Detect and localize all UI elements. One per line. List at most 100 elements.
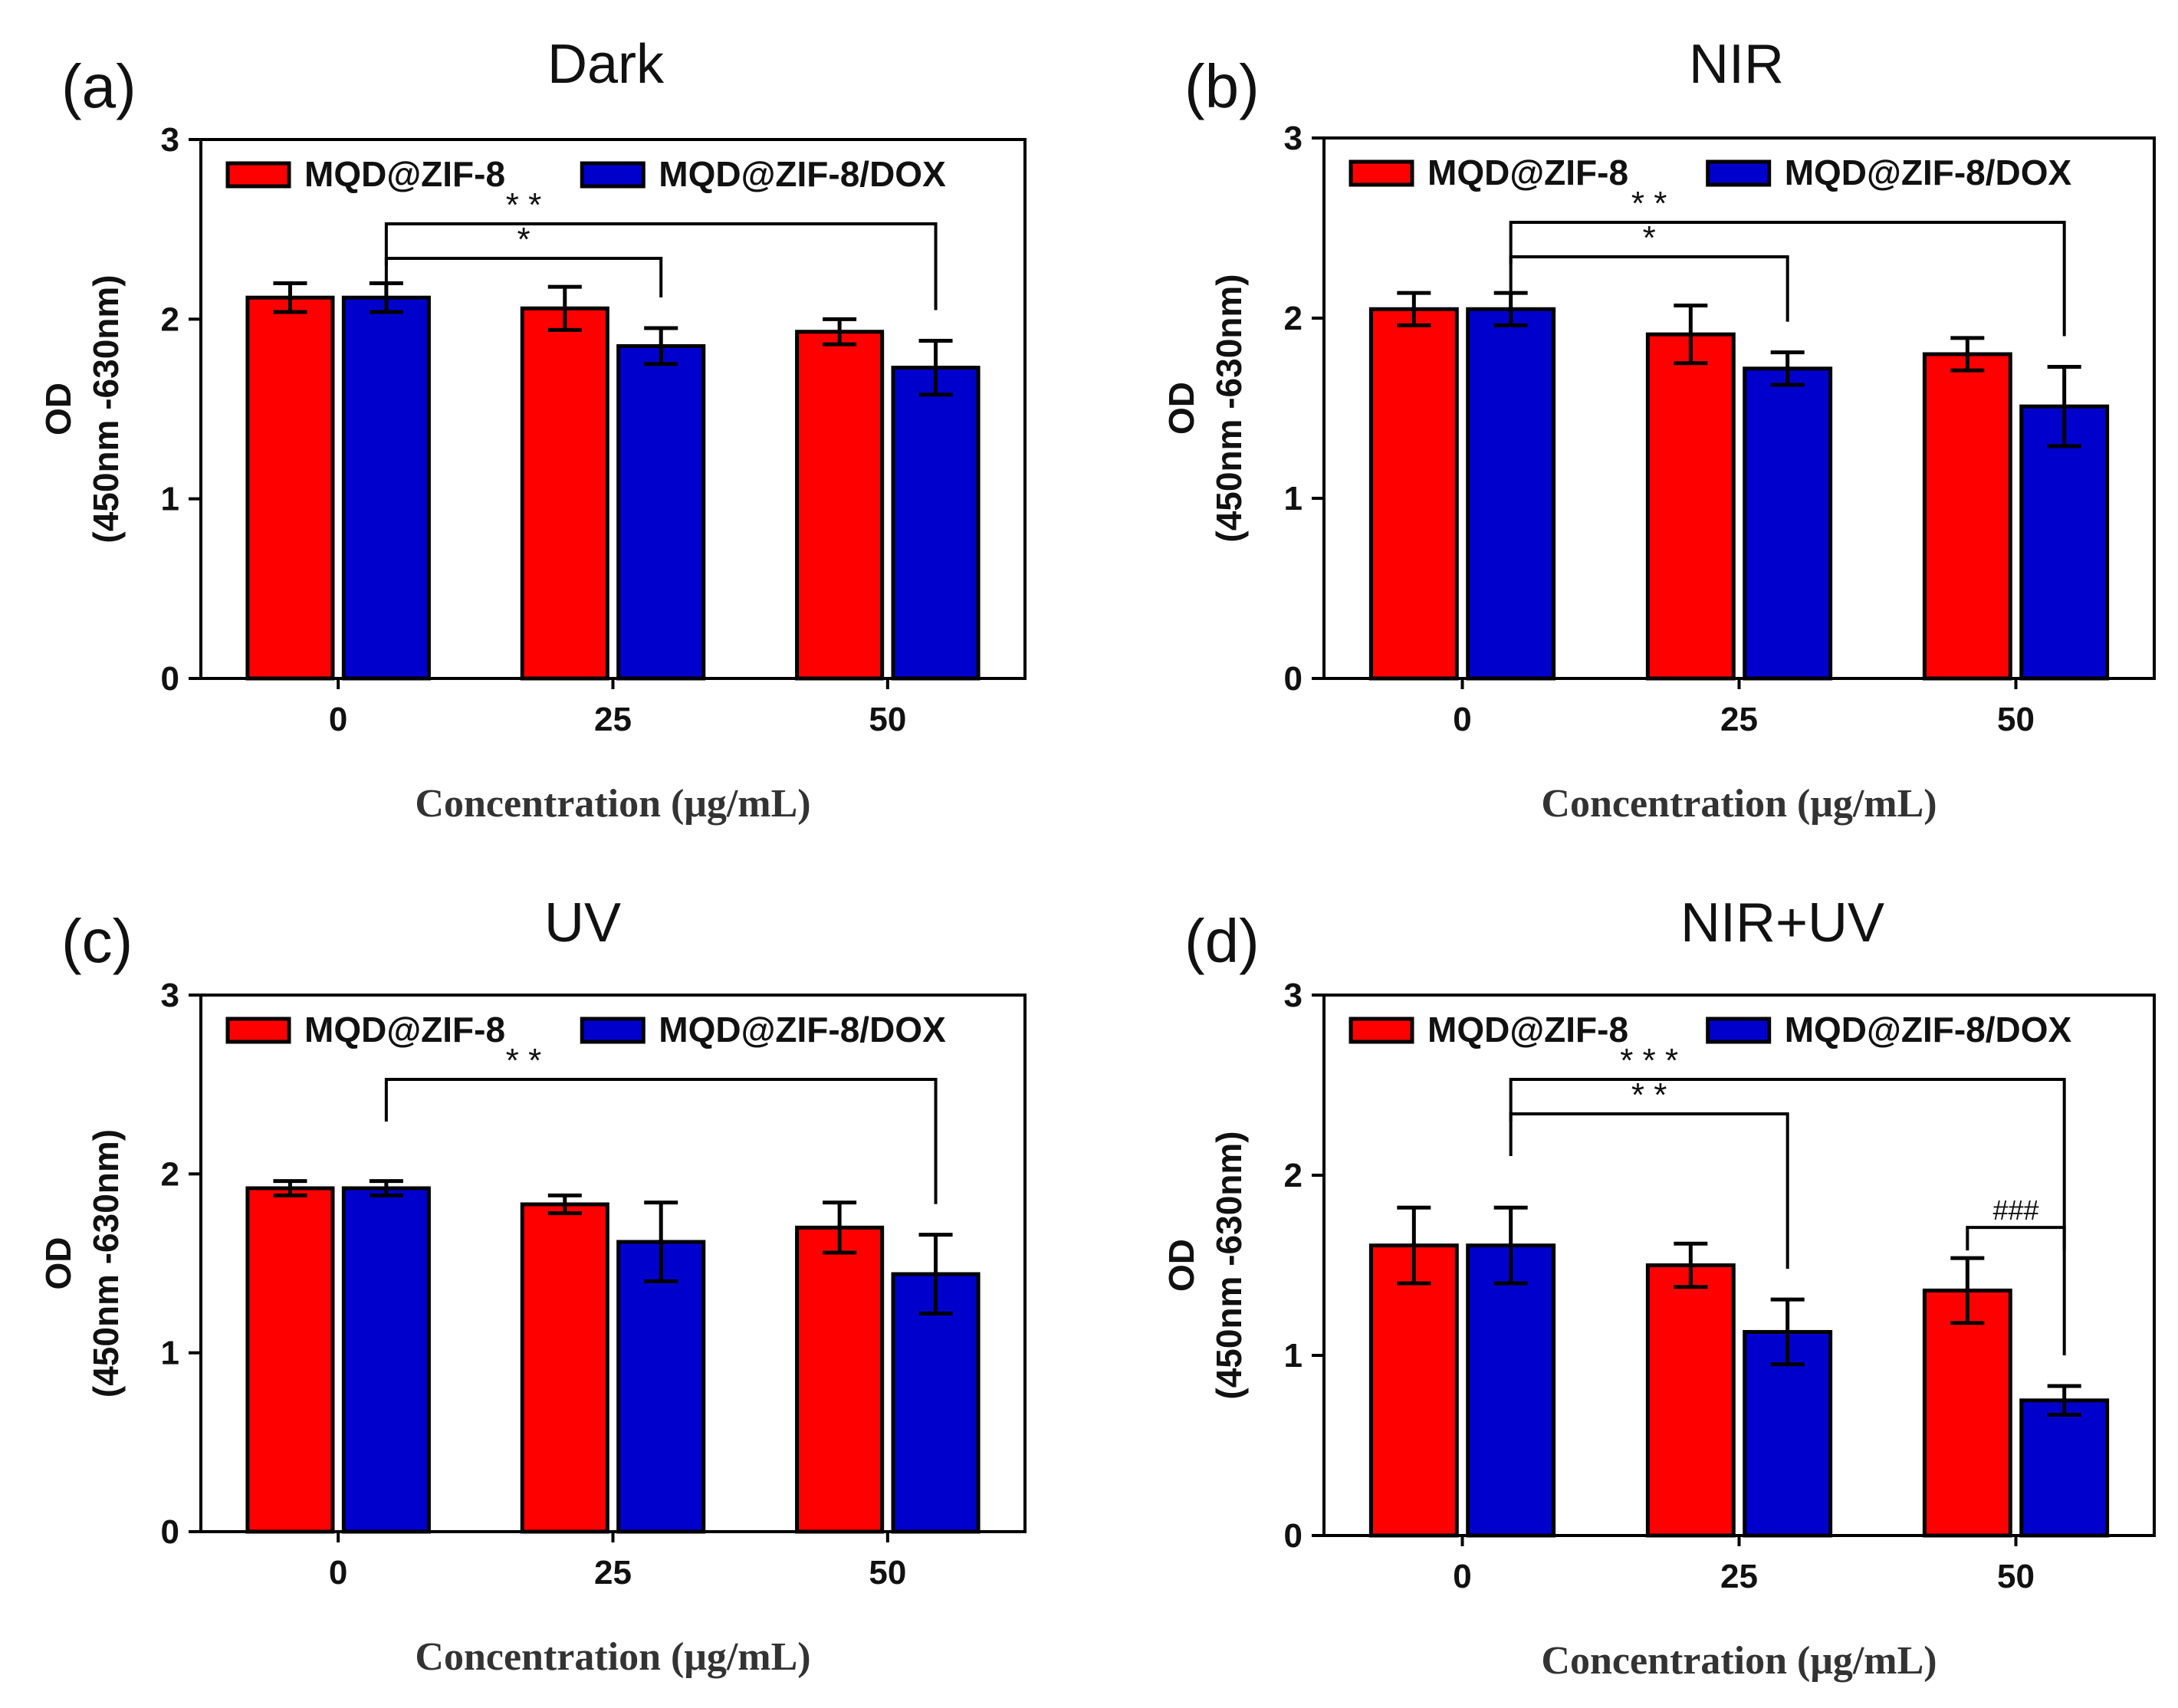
panel-label: (d) [1184, 907, 1260, 975]
x-axis-label: Concentration (μg/mL) [415, 1635, 810, 1679]
bar-mqd-zif8-c0 [245, 295, 335, 681]
chart-title: NIR+UV [1680, 892, 1884, 954]
bar-mqd-zif8-dox-c0 [341, 295, 431, 681]
bar-mqd-zif8-c0 [1368, 1243, 1459, 1538]
x-tick-label: 50 [1997, 1558, 2035, 1595]
bar-mqd-zif8-c50 [795, 1225, 885, 1534]
bar-mqd-zif8-dox-c50 [891, 366, 981, 681]
legend-swatch-mqd-zif8-dox [1706, 1017, 1772, 1044]
legend-label-mqd-zif8-dox: MQD@ZIF-8/DOX [659, 154, 946, 194]
y-axis-label-line1: OD [38, 383, 78, 435]
y-tick-label: 1 [161, 1335, 179, 1372]
y-tick-label: 0 [1284, 1517, 1303, 1555]
legend-label-mqd-zif8-dox: MQD@ZIF-8/DOX [1785, 1010, 2072, 1049]
x-tick-label: 50 [1997, 701, 2035, 738]
y-tick-label: 2 [1284, 1157, 1303, 1194]
legend-label-mqd-zif8: MQD@ZIF-8 [1427, 153, 1628, 192]
significance-label: * * [506, 186, 541, 224]
bar-mqd-zif8-c50 [795, 330, 885, 681]
y-tick-label: 1 [161, 481, 179, 518]
x-tick-label: 50 [869, 701, 906, 738]
y-tick-label: 2 [1284, 300, 1303, 337]
legend-swatch-mqd-zif8 [225, 161, 291, 189]
y-tick-label: 0 [1284, 660, 1303, 698]
y-tick-label: 2 [161, 301, 179, 338]
significance-label: * * * [1620, 1042, 1678, 1079]
chart-panel-b: (b) NIR 0 1 2 3 OD (450nm -630nm) 0 25 50 Concentra… [1161, 34, 2156, 826]
x-tick-label: 50 [869, 1554, 906, 1591]
chart-title: Dark [547, 34, 665, 95]
significance-bracket [384, 222, 938, 310]
y-tick-label: 0 [161, 1513, 179, 1551]
significance-label: * * [1631, 185, 1667, 222]
x-axis-label: Concentration (μg/mL) [415, 782, 810, 826]
x-axis-label: Concentration (μg/mL) [1541, 1639, 1937, 1683]
chart-panel-a: (a) Dark 0 1 2 3 OD (450nm -630nm) 0 25 50 Concentr… [38, 34, 1027, 826]
chart-panel-d: (d) NIR+UV 0 1 2 3 OD (450nm -630nm) 0 25 50 Concen… [1161, 892, 2156, 1683]
y-axis-label-line2: (450nm -630nm) [1209, 1131, 1249, 1399]
bar-mqd-zif8-dox-c0 [341, 1186, 431, 1534]
bar-mqd-zif8-c50 [1922, 352, 2012, 681]
y-axis-label-line1: OD [1161, 382, 1201, 435]
significance-label: * [517, 221, 530, 258]
significance-bracket [1509, 221, 2066, 337]
y-axis-label-line2: (450nm -630nm) [86, 1129, 126, 1398]
legend-label-mqd-zif8-dox: MQD@ZIF-8/DOX [1785, 153, 2072, 192]
bar-mqd-zif8-dox-c25 [616, 1240, 706, 1534]
bar-mqd-zif8-dox-c0 [1466, 307, 1556, 681]
legend-label-mqd-zif8: MQD@ZIF-8 [304, 1010, 505, 1049]
significance-bracket [384, 1078, 938, 1204]
legend-swatch-mqd-zif8 [1349, 159, 1414, 187]
legend-label-mqd-zif8: MQD@ZIF-8 [304, 154, 505, 194]
y-axis-label-line1: OD [38, 1237, 78, 1290]
significance-label: ### [1992, 1194, 2038, 1226]
bar-mqd-zif8-c0 [1368, 307, 1459, 681]
x-tick-label: 25 [594, 1554, 632, 1591]
panel-label: (a) [61, 52, 136, 120]
significance-bracket [384, 257, 663, 301]
y-tick-label: 3 [161, 121, 179, 159]
y-tick-label: 3 [1284, 120, 1303, 157]
x-tick-label: 0 [1453, 1558, 1471, 1595]
panel-label: (c) [61, 907, 133, 975]
significance-label: * * [506, 1042, 541, 1079]
y-tick-label: 1 [1284, 1337, 1303, 1375]
chart-panel-c: (c) UV 0 1 2 3 OD (450nm -630nm) 0 25 50 Concentrat… [38, 892, 1027, 1679]
y-tick-label: 0 [161, 660, 179, 698]
legend-swatch-mqd-zif8 [225, 1017, 291, 1044]
significance-bracket [1509, 1112, 1789, 1270]
significance-bracket [1966, 1226, 2066, 1251]
legend-swatch-mqd-zif8-dox [580, 161, 646, 189]
x-axis-label: Concentration (μg/mL) [1541, 782, 1937, 826]
legend-swatch-mqd-zif8-dox [1706, 159, 1772, 187]
bar-mqd-zif8-c25 [1645, 332, 1736, 681]
significance-label: * [1643, 219, 1656, 257]
x-tick-label: 0 [329, 701, 347, 738]
bar-mqd-zif8-c25 [1645, 1263, 1736, 1538]
x-tick-label: 25 [1720, 701, 1758, 738]
panel-label: (b) [1184, 52, 1260, 120]
bar-mqd-zif8-dox-c50 [2019, 404, 2110, 681]
bar-mqd-zif8-dox-c25 [616, 343, 706, 681]
y-tick-label: 3 [161, 977, 179, 1014]
legend-swatch-mqd-zif8-dox [580, 1017, 646, 1044]
x-tick-label: 0 [329, 1554, 347, 1591]
x-tick-label: 0 [1453, 701, 1471, 738]
significance-bracket [1509, 255, 1789, 322]
bar-mqd-zif8-c50 [1922, 1288, 2012, 1538]
chart-title: NIR [1689, 34, 1784, 95]
x-tick-label: 25 [594, 701, 632, 738]
bar-mqd-zif8-dox-c0 [1466, 1243, 1556, 1538]
y-axis-label-line2: (450nm -630nm) [86, 274, 126, 543]
y-tick-label: 1 [1284, 480, 1303, 517]
y-axis-label-line2: (450nm -630nm) [1209, 274, 1249, 542]
x-tick-label: 25 [1720, 1558, 1758, 1595]
y-tick-label: 2 [161, 1155, 179, 1193]
legend-label-mqd-zif8: MQD@ZIF-8 [1427, 1010, 1628, 1049]
legend-label-mqd-zif8-dox: MQD@ZIF-8/DOX [659, 1010, 946, 1049]
chart-title: UV [544, 892, 621, 954]
bar-mqd-zif8-c25 [520, 1202, 609, 1534]
y-tick-label: 3 [1284, 977, 1303, 1014]
bar-mqd-zif8-dox-c50 [2019, 1398, 2110, 1538]
